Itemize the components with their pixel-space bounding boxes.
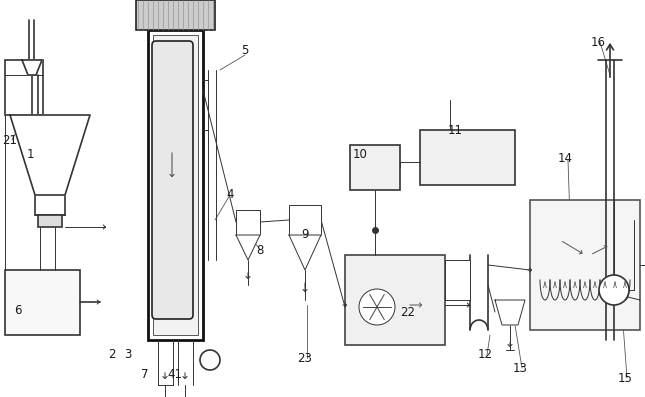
Polygon shape: [236, 235, 260, 260]
Text: 5: 5: [241, 44, 249, 56]
Text: 21: 21: [3, 133, 17, 146]
Text: 2: 2: [108, 349, 115, 362]
Polygon shape: [289, 235, 321, 270]
Text: 3: 3: [124, 349, 132, 362]
FancyBboxPatch shape: [152, 41, 193, 319]
Bar: [445, 260, 470, 300]
Text: 8: 8: [256, 243, 264, 256]
Text: 9: 9: [301, 229, 309, 241]
Bar: [153, 35, 198, 335]
Text: 12: 12: [477, 349, 493, 362]
Bar: [345, 255, 445, 345]
Bar: [5, 270, 80, 335]
Text: 15: 15: [617, 372, 633, 385]
Polygon shape: [10, 115, 90, 195]
Text: 23: 23: [297, 351, 312, 364]
Bar: [236, 210, 260, 235]
Polygon shape: [22, 60, 42, 75]
Text: 13: 13: [513, 362, 528, 374]
Text: 11: 11: [448, 123, 462, 137]
Text: 7: 7: [141, 368, 149, 382]
Text: 16: 16: [591, 35, 606, 48]
Text: 10: 10: [353, 148, 368, 162]
Text: 14: 14: [557, 152, 573, 164]
Text: 41: 41: [168, 368, 183, 382]
Circle shape: [200, 350, 220, 370]
Bar: [420, 130, 515, 185]
Bar: [5, 60, 43, 115]
Circle shape: [359, 289, 395, 325]
Bar: [136, 0, 215, 30]
Text: 6: 6: [14, 303, 22, 316]
Bar: [350, 145, 400, 190]
Bar: [289, 205, 321, 235]
Text: 1: 1: [26, 148, 34, 162]
Text: 22: 22: [401, 306, 415, 318]
Bar: [148, 30, 203, 340]
Bar: [38, 215, 62, 227]
Bar: [530, 200, 640, 330]
Circle shape: [599, 275, 629, 305]
Text: 4: 4: [226, 189, 233, 202]
Polygon shape: [495, 300, 525, 325]
